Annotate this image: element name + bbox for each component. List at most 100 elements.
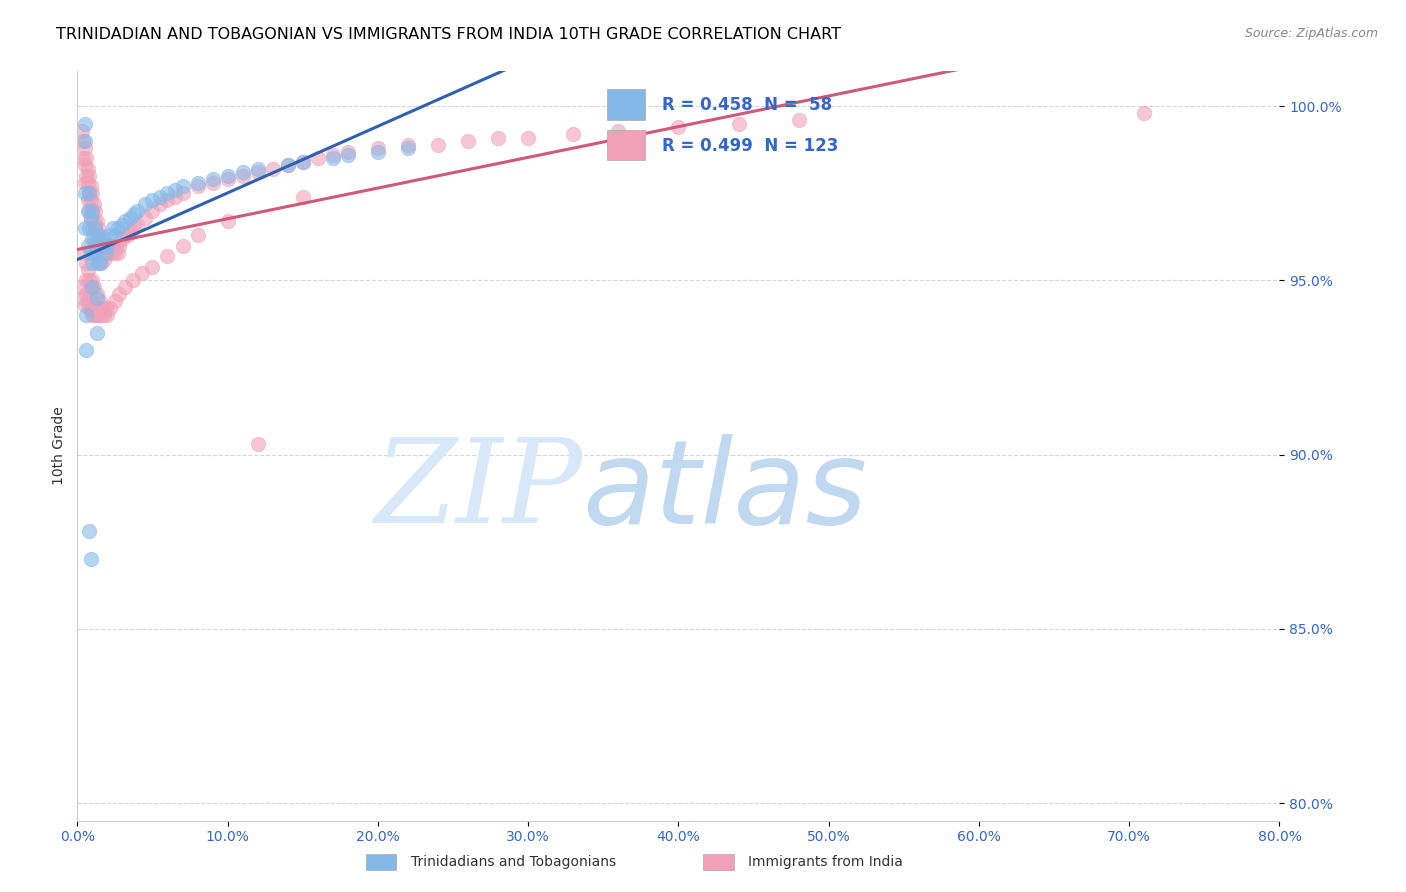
Immigrants from India (96, 308, 118, 322)
Immigrants from India (101, 245, 124, 260)
Trinidadians and Tobagonians (90, 238, 112, 252)
Immigrants from India (89, 228, 111, 243)
Immigrants from India (97, 245, 120, 260)
Immigrants from India (70, 123, 93, 137)
Text: ZIP: ZIP (374, 434, 582, 549)
Trinidadians and Tobagonians (124, 207, 146, 221)
Trinidadians and Tobagonians (94, 245, 117, 260)
Trinidadians and Tobagonians (80, 245, 103, 260)
Immigrants from India (307, 152, 329, 166)
Trinidadians and Tobagonians (84, 245, 107, 260)
Immigrants from India (107, 245, 129, 260)
Immigrants from India (75, 169, 97, 183)
Immigrants from India (96, 238, 118, 252)
Immigrants from India (787, 113, 810, 128)
Trinidadians and Tobagonians (89, 232, 111, 246)
Immigrants from India (94, 245, 117, 260)
Immigrants from India (82, 301, 104, 316)
Trinidadians and Tobagonians (82, 256, 104, 270)
Immigrants from India (75, 287, 97, 301)
Immigrants from India (75, 152, 97, 166)
Immigrants from India (73, 245, 96, 260)
Immigrants from India (80, 194, 103, 208)
Immigrants from India (83, 280, 105, 294)
Immigrants from India (89, 301, 111, 316)
Immigrants from India (82, 203, 104, 218)
Trinidadians and Tobagonians (277, 158, 299, 172)
Immigrants from India (91, 245, 114, 260)
Immigrants from India (562, 127, 585, 141)
Immigrants from India (114, 280, 136, 294)
Immigrants from India (73, 158, 96, 172)
Immigrants from India (76, 294, 98, 309)
Trinidadians and Tobagonians (291, 155, 314, 169)
Trinidadians and Tobagonians (87, 228, 110, 243)
Immigrants from India (396, 137, 419, 152)
Trinidadians and Tobagonians (118, 211, 141, 225)
Immigrants from India (86, 308, 108, 322)
Immigrants from India (108, 287, 131, 301)
Immigrants from India (1133, 106, 1156, 120)
Trinidadians and Tobagonians (100, 228, 122, 243)
Immigrants from India (84, 301, 107, 316)
Immigrants from India (114, 228, 136, 243)
Immigrants from India (668, 120, 690, 135)
Immigrants from India (73, 176, 96, 190)
Trinidadians and Tobagonians (172, 179, 194, 194)
Immigrants from India (72, 152, 94, 166)
Immigrants from India (83, 214, 105, 228)
Immigrants from India (89, 294, 111, 309)
Immigrants from India (172, 238, 194, 252)
Trinidadians and Tobagonians (86, 326, 108, 340)
Trinidadians and Tobagonians (89, 256, 111, 270)
Immigrants from India (79, 301, 101, 316)
Immigrants from India (124, 221, 146, 235)
Immigrants from India (246, 165, 269, 179)
Immigrants from India (517, 130, 540, 145)
Immigrants from India (84, 238, 107, 252)
Immigrants from India (83, 308, 105, 322)
Immigrants from India (87, 221, 110, 235)
Immigrants from India (108, 238, 131, 252)
Trinidadians and Tobagonians (84, 221, 107, 235)
Immigrants from India (486, 130, 509, 145)
Immigrants from India (156, 249, 179, 263)
Immigrants from India (93, 308, 115, 322)
Trinidadians and Tobagonians (156, 186, 179, 201)
Immigrants from India (186, 228, 209, 243)
Immigrants from India (79, 186, 101, 201)
Text: atlas: atlas (582, 434, 868, 548)
Immigrants from India (163, 190, 186, 204)
Immigrants from India (141, 203, 163, 218)
Immigrants from India (91, 301, 114, 316)
Trinidadians and Tobagonians (79, 186, 101, 201)
Text: Immigrants from India: Immigrants from India (748, 855, 903, 869)
Immigrants from India (100, 238, 122, 252)
Trinidadians and Tobagonians (134, 196, 156, 211)
Trinidadians and Tobagonians (73, 186, 96, 201)
Immigrants from India (156, 194, 179, 208)
Immigrants from India (217, 172, 239, 186)
Immigrants from India (80, 211, 103, 225)
Trinidadians and Tobagonians (86, 291, 108, 305)
Immigrants from India (217, 214, 239, 228)
Immigrants from India (83, 196, 105, 211)
Immigrants from India (80, 280, 103, 294)
Trinidadians and Tobagonians (83, 232, 105, 246)
Trinidadians and Tobagonians (232, 165, 254, 179)
Trinidadians and Tobagonians (80, 552, 103, 566)
Immigrants from India (103, 238, 125, 252)
Trinidadians and Tobagonians (86, 238, 108, 252)
Immigrants from India (90, 256, 112, 270)
Trinidadians and Tobagonians (79, 221, 101, 235)
Trinidadians and Tobagonians (96, 238, 118, 252)
Immigrants from India (262, 161, 284, 176)
Immigrants from India (336, 145, 359, 159)
Immigrants from India (94, 301, 117, 316)
Trinidadians and Tobagonians (141, 194, 163, 208)
Immigrants from India (141, 260, 163, 274)
Immigrants from India (457, 134, 479, 148)
Immigrants from India (86, 287, 108, 301)
Trinidadians and Tobagonians (73, 221, 96, 235)
Trinidadians and Tobagonians (201, 172, 224, 186)
